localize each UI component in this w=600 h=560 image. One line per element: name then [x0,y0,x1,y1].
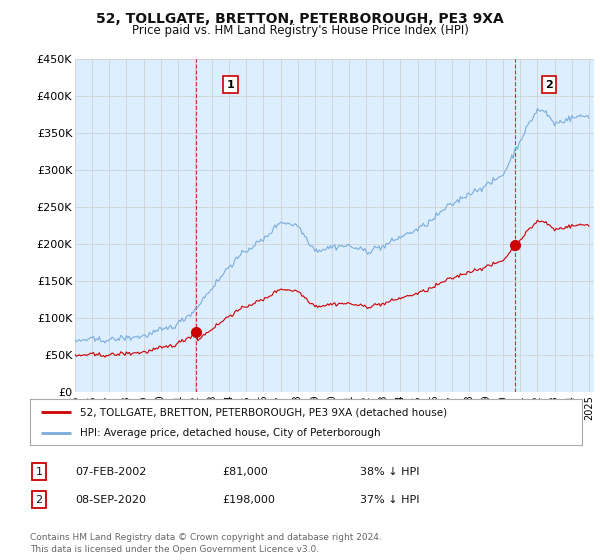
Text: £81,000: £81,000 [222,466,268,477]
Text: 1: 1 [227,80,235,90]
Text: 37% ↓ HPI: 37% ↓ HPI [360,494,419,505]
Text: Contains HM Land Registry data © Crown copyright and database right 2024.
This d: Contains HM Land Registry data © Crown c… [30,533,382,554]
Text: 38% ↓ HPI: 38% ↓ HPI [360,466,419,477]
Text: 2: 2 [35,494,43,505]
Text: 2: 2 [545,80,553,90]
Text: Price paid vs. HM Land Registry's House Price Index (HPI): Price paid vs. HM Land Registry's House … [131,24,469,36]
Text: HPI: Average price, detached house, City of Peterborough: HPI: Average price, detached house, City… [80,428,380,438]
Text: 52, TOLLGATE, BRETTON, PETERBOROUGH, PE3 9XA (detached house): 52, TOLLGATE, BRETTON, PETERBOROUGH, PE3… [80,407,447,417]
Text: £198,000: £198,000 [222,494,275,505]
Text: 52, TOLLGATE, BRETTON, PETERBOROUGH, PE3 9XA: 52, TOLLGATE, BRETTON, PETERBOROUGH, PE3… [96,12,504,26]
Text: 08-SEP-2020: 08-SEP-2020 [75,494,146,505]
Text: 1: 1 [35,466,43,477]
Text: 07-FEB-2002: 07-FEB-2002 [75,466,146,477]
